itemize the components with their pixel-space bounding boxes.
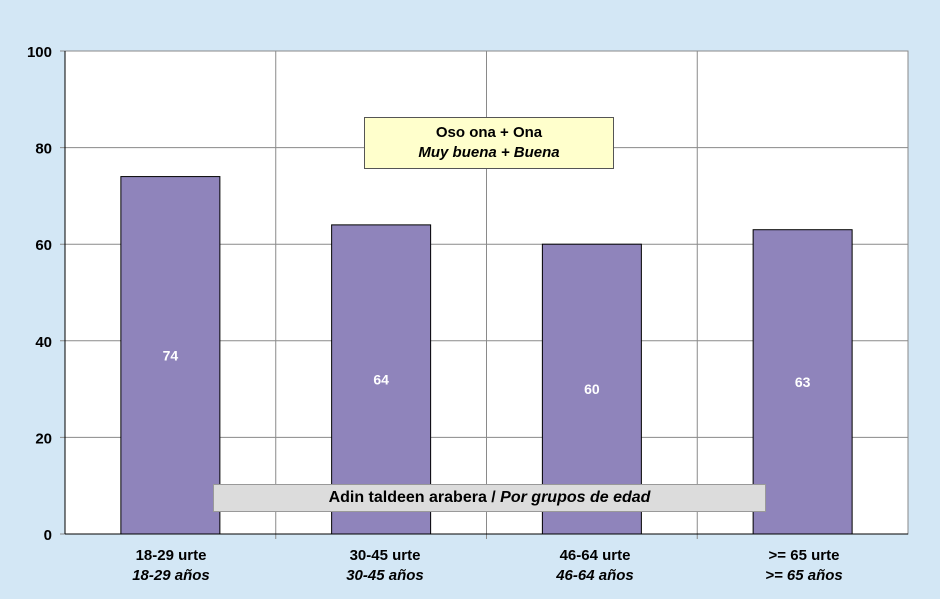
x-category-1-spanish: 18-29 años: [132, 567, 210, 584]
bar: [120, 176, 221, 535]
legend-line-spanish-text: Muy buena + Buena: [418, 144, 560, 161]
y-tick-label: 20: [35, 430, 52, 447]
bar-value-label: 64: [373, 371, 389, 387]
legend-line-spanish: Muy buena + Buena: [365, 143, 613, 163]
y-tick-label: 80: [35, 141, 52, 158]
x-category-3-spanish: 46-64 años: [556, 567, 634, 584]
legend-box: Oso ona + Ona Muy buena + Buena: [364, 117, 614, 169]
x-category-3-basque: 46-64 urte: [559, 547, 631, 564]
x-category-4: >= 65 urte >= 65 años: [704, 546, 904, 586]
y-tick-label: 60: [35, 237, 52, 254]
x-category-4-basque: >= 65 urte: [768, 547, 840, 564]
bar: [752, 229, 853, 535]
bar-value-label: 63: [795, 374, 811, 390]
x-category-1: 18-29 urte 18-29 años: [71, 546, 271, 586]
bar-value-label: 74: [163, 347, 179, 363]
y-tick-label: 100: [27, 44, 52, 61]
x-category-4-spanish: >= 65 años: [765, 567, 843, 584]
x-category-1-basque: 18-29 urte: [135, 547, 207, 564]
subtitle-basque: Adin taldeen arabera /: [328, 489, 501, 506]
bar-value-label: 60: [584, 381, 600, 397]
bar: [331, 224, 432, 535]
subtitle-spanish: Por grupos de edad: [500, 489, 651, 506]
x-category-3: 46-64 urte 46-64 años: [495, 546, 695, 586]
subtitle-box: Adin taldeen arabera / Por grupos de eda…: [213, 484, 766, 512]
y-tick-label: 0: [44, 527, 52, 544]
y-tick-label: 40: [35, 334, 52, 351]
x-category-2-spanish: 30-45 años: [346, 567, 424, 584]
x-category-2-basque: 30-45 urte: [349, 547, 421, 564]
x-category-2: 30-45 urte 30-45 años: [285, 546, 485, 586]
legend-line-basque: Oso ona + Ona: [435, 124, 543, 141]
